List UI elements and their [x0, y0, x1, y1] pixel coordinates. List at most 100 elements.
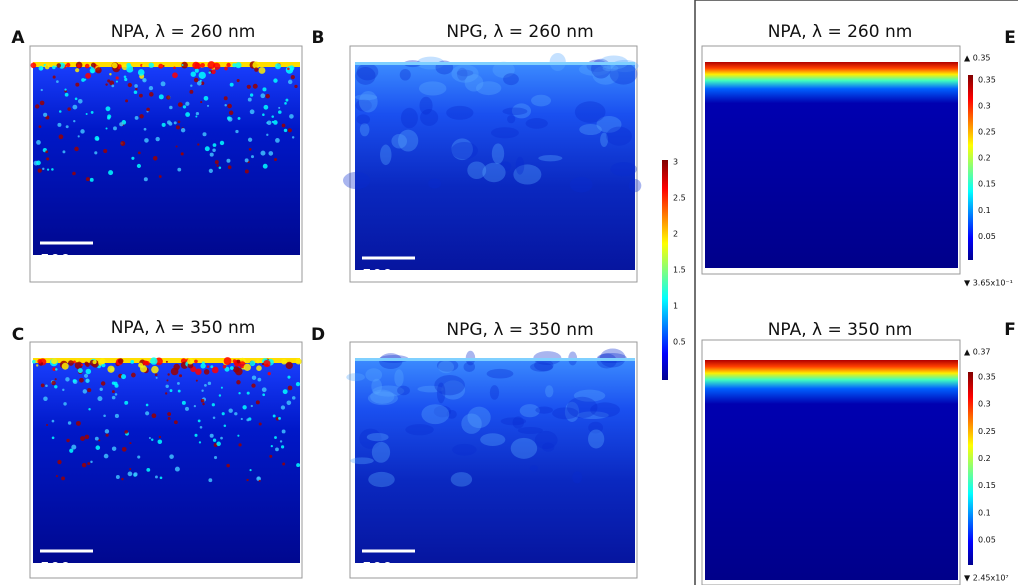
hotspot: [150, 357, 158, 365]
colorbar-tick-label: 3: [673, 158, 678, 167]
hotspot: [94, 436, 99, 441]
panel-label: F: [1004, 320, 1016, 340]
hotspot: [238, 392, 241, 395]
hotspot: [71, 444, 77, 450]
hotspot: [202, 132, 207, 137]
hotspot: [117, 358, 124, 364]
hotspot: [141, 64, 145, 67]
hotspot: [72, 104, 78, 110]
colorbar-tick-label: 0.3: [978, 102, 991, 111]
hotspot: [221, 412, 225, 416]
hotspot: [195, 115, 198, 118]
hotspot: [72, 379, 77, 383]
hotspot: [203, 95, 209, 101]
hotspot: [167, 417, 171, 420]
hotspot: [66, 438, 70, 443]
hotspot: [208, 168, 213, 173]
texture: [343, 171, 371, 190]
hotspot: [185, 406, 189, 411]
hotspot: [212, 148, 216, 152]
hotspot: [287, 128, 292, 133]
colorbar-tick-label: 0.2: [978, 154, 991, 163]
scale-bar-label: 500 nm: [362, 559, 423, 578]
panel-title: NPA, λ = 350 nm: [768, 320, 913, 340]
hotspot: [32, 359, 36, 364]
colorbar-tick-label: 0.5: [673, 338, 686, 347]
hotspot: [260, 93, 266, 99]
hotspot: [212, 438, 217, 442]
hotspot: [137, 455, 141, 459]
hotspot: [151, 365, 159, 374]
texture: [399, 68, 411, 81]
hotspot: [263, 359, 271, 368]
hotspot: [207, 381, 212, 386]
hotspot: [55, 475, 58, 478]
hotspot: [114, 413, 119, 419]
texture: [574, 101, 606, 123]
texture: [534, 359, 554, 372]
hotspot: [103, 414, 106, 418]
texture: [405, 424, 434, 436]
scale-bar-label: 500 nm: [40, 559, 101, 578]
hotspot: [274, 63, 282, 70]
colorbar-tick-label: 0.1: [978, 508, 991, 517]
hotspot: [95, 445, 101, 450]
texture: [503, 73, 519, 86]
hotspot: [43, 396, 48, 402]
colorbar: [968, 75, 973, 260]
panel-label: A: [11, 28, 25, 48]
hotspot: [90, 460, 93, 464]
hotspot: [37, 168, 42, 173]
hotspot: [224, 366, 230, 372]
hotspot: [74, 361, 83, 370]
texture: [467, 406, 491, 429]
hotspot: [179, 374, 183, 378]
hotspot: [107, 79, 111, 83]
hotspot: [296, 463, 301, 468]
hotspot: [249, 93, 254, 97]
hotspot: [69, 448, 74, 453]
hotspot: [124, 400, 129, 405]
field-map: [705, 360, 958, 580]
hotspot: [229, 366, 234, 370]
hotspot: [271, 115, 274, 118]
hotspot: [36, 140, 41, 145]
colorbar-tick-label: 0.2: [978, 454, 991, 463]
hotspot: [175, 125, 180, 130]
hotspot: [75, 82, 80, 87]
hotspot: [185, 101, 190, 106]
hotspot: [281, 358, 287, 365]
hotspot: [65, 125, 69, 129]
texture: [588, 429, 605, 449]
hotspot: [187, 357, 194, 365]
hotspot: [72, 171, 76, 176]
colorbar-tick-label: 0.25: [978, 128, 996, 137]
hotspot: [113, 126, 117, 131]
hotspot: [148, 436, 151, 440]
hotspot: [268, 151, 274, 156]
hotspot: [114, 393, 118, 396]
hotspot: [62, 150, 66, 154]
texture: [434, 374, 465, 396]
texture: [525, 118, 548, 129]
colorbar-tick-label: 0.35: [978, 373, 996, 382]
hotspot: [262, 113, 265, 116]
hotspot: [85, 362, 90, 367]
colorbar-min: ▼ 2.45x10⁷: [964, 574, 1009, 583]
hotspot: [108, 170, 114, 176]
hotspot: [211, 69, 216, 75]
hotspot: [220, 436, 223, 440]
hotspot: [235, 62, 242, 69]
colorbar: [968, 372, 973, 565]
hotspot: [142, 77, 147, 83]
hotspot: [75, 420, 81, 426]
hotspot: [155, 475, 158, 479]
hotspot: [247, 97, 252, 102]
texture: [436, 382, 446, 404]
hotspot: [105, 83, 108, 86]
texture: [446, 409, 457, 419]
hotspot: [80, 129, 85, 134]
texture: [359, 428, 382, 449]
texture: [418, 81, 447, 96]
